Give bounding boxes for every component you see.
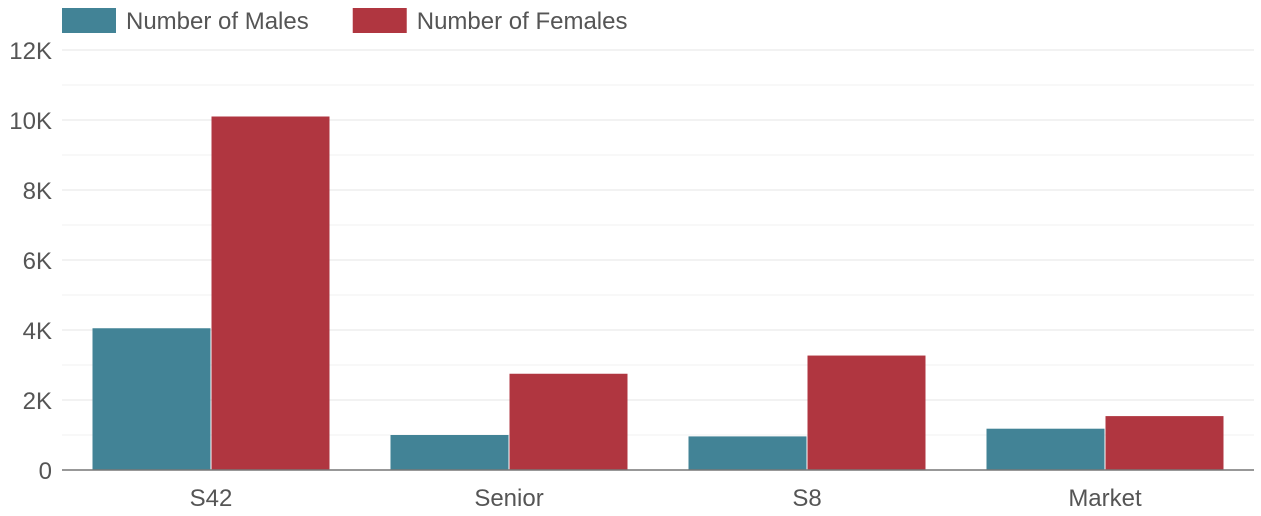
y-tick-label: 6K [23, 248, 52, 275]
x-tick-label: Market [1068, 485, 1142, 512]
bars [92, 116, 1224, 470]
y-tick-label: 2K [23, 388, 52, 415]
legend-swatch [352, 8, 407, 33]
x-tick-label: Senior [474, 485, 543, 512]
legend: Number of Males Number of Females [62, 8, 627, 35]
bar-number-of-males-market [986, 428, 1105, 470]
x-tick-label: S8 [792, 485, 821, 512]
y-tick-label: 10K [9, 108, 52, 135]
bar-number-of-females-senior [509, 373, 628, 470]
bar-number-of-males-s8 [688, 436, 807, 470]
y-tick-label: 8K [23, 178, 52, 205]
bar-number-of-females-s42 [211, 116, 330, 470]
y-tick-label: 12K [9, 38, 52, 65]
y-tick-label: 0 [39, 458, 52, 485]
legend-label: Number of Females [417, 8, 628, 35]
legend-swatch [62, 8, 116, 33]
y-axis: 0 2K 4K 6K 8K 10K 12K [9, 38, 52, 485]
x-tick-label: S42 [190, 485, 233, 512]
bar-number-of-males-s42 [92, 328, 211, 470]
x-axis: S42 Senior S8 Market [190, 485, 1142, 512]
bar-number-of-males-senior [390, 435, 509, 470]
bar-number-of-females-market [1105, 416, 1224, 470]
y-tick-label: 4K [23, 318, 52, 345]
bar-number-of-females-s8 [807, 355, 926, 470]
legend-label: Number of Males [126, 8, 309, 35]
